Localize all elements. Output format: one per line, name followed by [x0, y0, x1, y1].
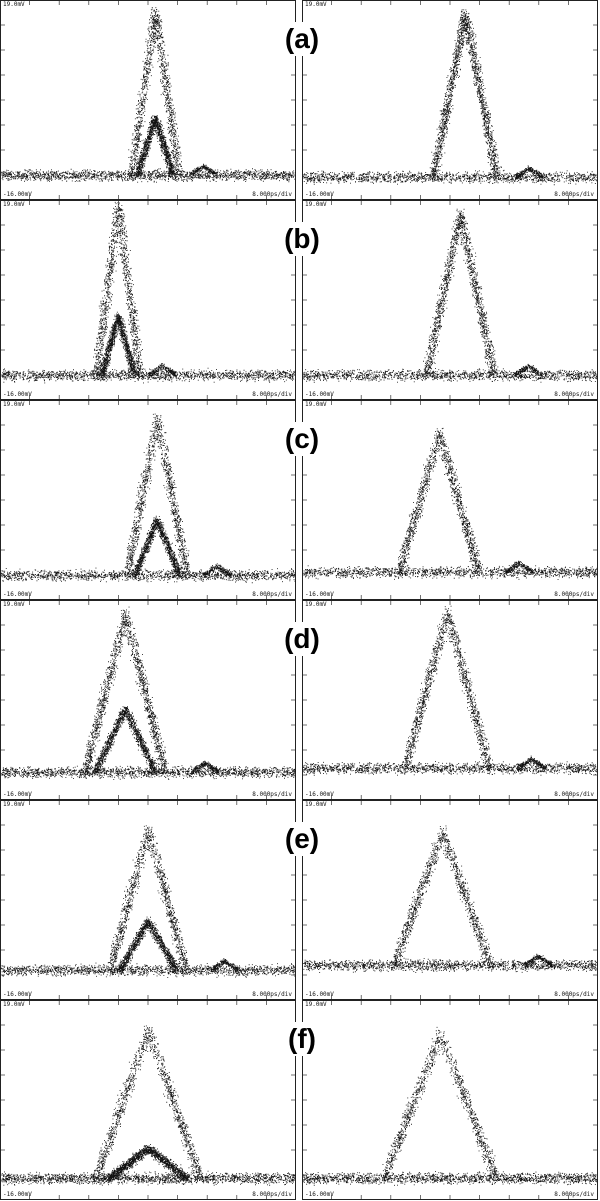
voltage-top-label: 19.0mV	[305, 401, 327, 408]
row-label-d: (d)	[276, 622, 328, 656]
voltage-top-label: 19.0mV	[3, 201, 25, 208]
row-d: 19.0mV -16.00mV 8.000ps/div 19.0mV -16.0…	[0, 600, 600, 800]
scope-trace-d-right	[302, 600, 598, 800]
voltage-top-label: 19.0mV	[305, 1001, 327, 1008]
scope-trace-c-left	[0, 400, 296, 600]
panel-f-left: 19.0mV -16.00mV 8.000ps/div	[0, 1000, 296, 1200]
scope-trace-d-left	[0, 600, 296, 800]
panel-c-left: 19.0mV -16.00mV 8.000ps/div	[0, 400, 296, 600]
voltage-bottom-label: -16.00mV	[3, 191, 32, 198]
voltage-top-label: 19.0mV	[3, 1, 25, 8]
panel-d-left: 19.0mV -16.00mV 8.000ps/div	[0, 600, 296, 800]
panel-c-right: 19.0mV -16.00mV 8.000ps/div	[302, 400, 598, 600]
scope-trace-f-left	[0, 1000, 296, 1200]
row-e: 19.0mV -16.00mV 8.000ps/div 19.0mV -16.0…	[0, 800, 600, 1000]
voltage-bottom-label: -16.00mV	[305, 1191, 334, 1198]
voltage-bottom-label: -16.00mV	[305, 391, 334, 398]
row-c: 19.0mV -16.00mV 8.000ps/div 19.0mV -16.0…	[0, 400, 600, 600]
panel-b-right: 19.0mV -16.00mV 8.000ps/div	[302, 200, 598, 400]
timebase-label: 8.000ps/div	[252, 1191, 292, 1198]
row-label-e: (e)	[276, 822, 328, 856]
voltage-bottom-label: -16.00mV	[305, 191, 334, 198]
panel-a-left: 19.0mV -16.00mV 8.000ps/div	[0, 0, 296, 200]
voltage-top-label: 19.0mV	[3, 1001, 25, 1008]
row-label-c: (c)	[276, 422, 328, 456]
panel-e-left: 19.0mV -16.00mV 8.000ps/div	[0, 800, 296, 1000]
timebase-label: 8.000ps/div	[554, 1191, 594, 1198]
scope-trace-e-right	[302, 800, 598, 1000]
voltage-bottom-label: -16.00mV	[3, 391, 32, 398]
panel-d-right: 19.0mV -16.00mV 8.000ps/div	[302, 600, 598, 800]
voltage-bottom-label: -16.00mV	[3, 591, 32, 598]
voltage-bottom-label: -16.00mV	[3, 791, 32, 798]
row-label-b: (b)	[276, 222, 328, 256]
panel-a-right: 19.0mV -16.00mV 8.000ps/div	[302, 0, 598, 200]
voltage-top-label: 19.0mV	[3, 601, 25, 608]
timebase-label: 8.000ps/div	[554, 991, 594, 998]
timebase-label: 8.000ps/div	[554, 591, 594, 598]
scope-trace-b-left	[0, 200, 296, 400]
voltage-top-label: 19.0mV	[305, 601, 327, 608]
voltage-bottom-label: -16.00mV	[305, 791, 334, 798]
timebase-label: 8.000ps/div	[554, 791, 594, 798]
timebase-label: 8.000ps/div	[252, 191, 292, 198]
scope-trace-a-left	[0, 0, 296, 200]
voltage-top-label: 19.0mV	[305, 201, 327, 208]
timebase-label: 8.000ps/div	[554, 191, 594, 198]
row-b: 19.0mV -16.00mV 8.000ps/div 19.0mV -16.0…	[0, 200, 600, 400]
voltage-top-label: 19.0mV	[305, 1, 327, 8]
scope-trace-f-right	[302, 1000, 598, 1200]
voltage-bottom-label: -16.00mV	[3, 1191, 32, 1198]
scope-trace-e-left	[0, 800, 296, 1000]
voltage-top-label: 19.0mV	[3, 801, 25, 808]
voltage-bottom-label: -16.00mV	[305, 991, 334, 998]
voltage-top-label: 19.0mV	[305, 801, 327, 808]
row-label-f: (f)	[276, 1022, 328, 1056]
scope-trace-c-right	[302, 400, 598, 600]
scope-trace-b-right	[302, 200, 598, 400]
row-label-a: (a)	[276, 22, 328, 56]
timebase-label: 8.000ps/div	[554, 391, 594, 398]
row-f: 19.0mV -16.00mV 8.000ps/div 19.0mV -16.0…	[0, 1000, 600, 1200]
panel-b-left: 19.0mV -16.00mV 8.000ps/div	[0, 200, 296, 400]
voltage-bottom-label: -16.00mV	[305, 591, 334, 598]
timebase-label: 8.000ps/div	[252, 591, 292, 598]
voltage-bottom-label: -16.00mV	[3, 991, 32, 998]
timebase-label: 8.000ps/div	[252, 791, 292, 798]
scope-trace-a-right	[302, 0, 598, 200]
timebase-label: 8.000ps/div	[252, 991, 292, 998]
row-a: 19.0mV -16.00mV 8.000ps/div 19.0mV -16.0…	[0, 0, 600, 200]
panel-e-right: 19.0mV -16.00mV 8.000ps/div	[302, 800, 598, 1000]
panel-f-right: 19.0mV -16.00mV 8.000ps/div	[302, 1000, 598, 1200]
timebase-label: 8.000ps/div	[252, 391, 292, 398]
voltage-top-label: 19.0mV	[3, 401, 25, 408]
